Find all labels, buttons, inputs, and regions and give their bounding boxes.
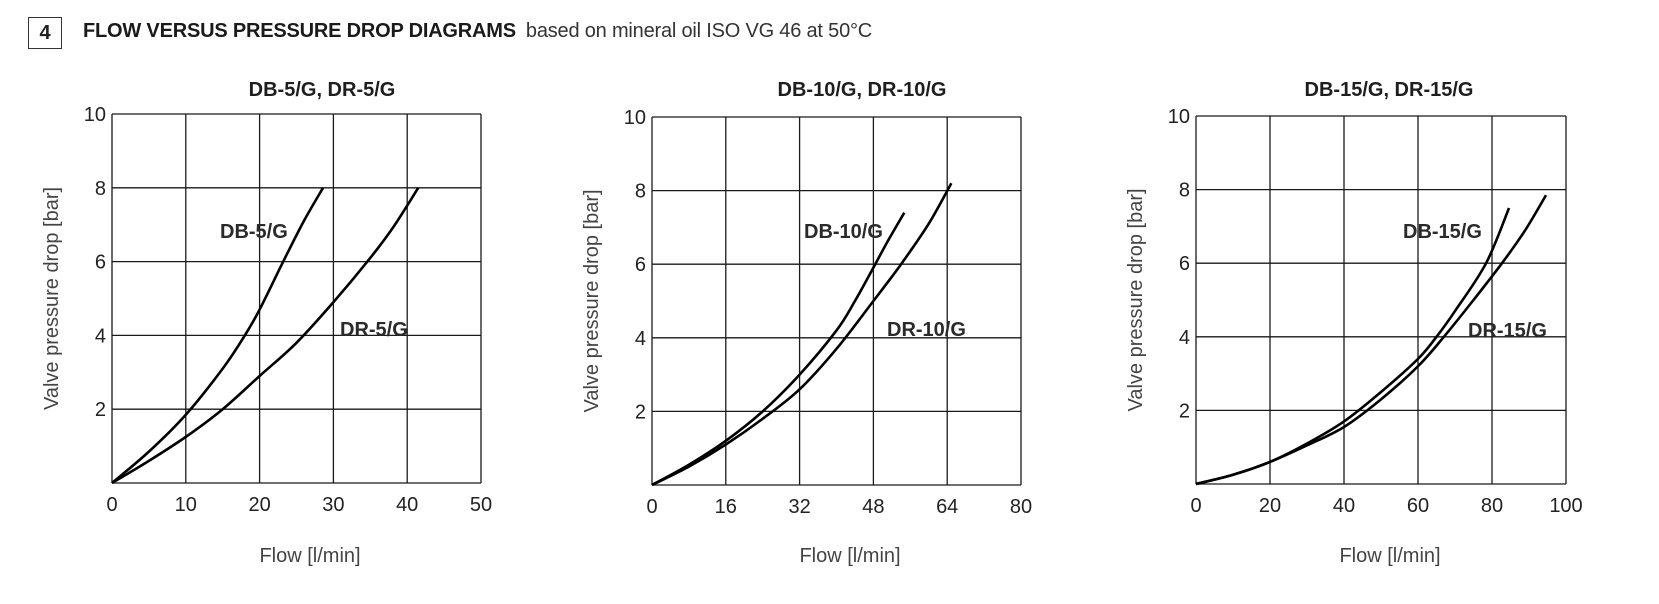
x-tick-label: 0 <box>1190 495 1201 517</box>
y-tick-label: 2 <box>1179 400 1190 422</box>
curve-dr-5-g <box>111 187 420 485</box>
y-tick-label: 8 <box>95 178 106 200</box>
chart-title: DB-10/G, DR-10/G <box>778 79 947 101</box>
curve-label: DR-10/G <box>887 319 966 341</box>
title-main: FLOW VERSUS PRESSURE DROP DIAGRAMS <box>83 20 516 42</box>
x-tick-label: 80 <box>1010 496 1032 518</box>
chart-title: DB-15/G, DR-15/G <box>1305 79 1474 101</box>
y-tick-label: 2 <box>635 401 646 423</box>
y-tick-label: 8 <box>1179 180 1190 202</box>
y-tick-label: 6 <box>1179 253 1190 275</box>
y-tick-label: 6 <box>95 252 106 274</box>
y-axis-label: Valve pressure drop [bar] <box>581 189 603 412</box>
y-tick-label: 4 <box>635 328 646 350</box>
x-tick-label: 10 <box>175 494 197 516</box>
title-subtitle: based on mineral oil ISO VG 46 at 50°C <box>525 20 873 42</box>
y-tick-label: 4 <box>1179 327 1190 349</box>
y-tick-label: 8 <box>635 181 646 203</box>
x-tick-label: 80 <box>1481 495 1503 517</box>
x-tick-label: 64 <box>936 496 958 518</box>
chart-2: DB-10/G, DR-10/G 0 16 32 48 64 80 2 4 6 8 10 Flow [l… <box>581 79 1032 567</box>
x-tick-label: 20 <box>1259 495 1281 517</box>
x-tick-label: 32 <box>788 496 810 518</box>
x-tick-label: 40 <box>396 494 418 516</box>
x-tick-label: 16 <box>715 496 737 518</box>
y-tick-label: 6 <box>635 254 646 276</box>
curve-label: DB-15/G <box>1403 221 1482 243</box>
x-tick-label: 20 <box>248 494 270 516</box>
x-tick-label: 0 <box>106 494 117 516</box>
y-tick-label: 4 <box>95 325 106 347</box>
x-tick-label: 50 <box>470 494 492 516</box>
x-tick-label: 0 <box>646 496 657 518</box>
x-axis-label: Flow [l/min] <box>259 545 360 567</box>
chart-3: DB-15/G, DR-15/G 0 20 40 60 80 100 2 4 6 8 10 Flow [… <box>1125 79 1583 567</box>
curve-label: DR-15/G <box>1468 320 1547 342</box>
section-number-badge: 4 <box>28 17 62 49</box>
page-title: FLOW VERSUS PRESSURE DROP DIAGRAMS based … <box>83 20 872 43</box>
y-tick-label: 10 <box>1168 106 1190 128</box>
curve-db-5-g <box>111 187 325 484</box>
curve-label: DR-5/G <box>340 319 408 341</box>
curve-dr-15-g <box>1195 194 1548 486</box>
y-tick-label: 10 <box>84 104 106 126</box>
y-tick-label: 10 <box>624 107 646 129</box>
chart-title: DB-5/G, DR-5/G <box>249 79 396 101</box>
x-tick-label: 30 <box>322 494 344 516</box>
curve-label: DB-5/G <box>220 221 288 243</box>
x-axis-label: Flow [l/min] <box>1339 545 1440 567</box>
curve-db-15-g <box>1195 207 1511 486</box>
curve-dr-10-g <box>651 182 953 487</box>
curve-label: DB-10/G <box>804 221 883 243</box>
x-tick-label: 40 <box>1333 495 1355 517</box>
x-tick-label: 48 <box>862 496 884 518</box>
y-axis-label: Valve pressure drop [bar] <box>1125 188 1147 411</box>
y-tick-label: 2 <box>95 399 106 421</box>
chart-1: DB-5/G, DR-5/G 0 10 20 30 40 50 2 4 6 8 10 Flow [l/m… <box>41 79 492 567</box>
x-tick-label: 60 <box>1407 495 1429 517</box>
curve-db-10-g <box>651 212 906 487</box>
x-tick-label: 100 <box>1549 495 1582 517</box>
y-axis-label: Valve pressure drop [bar] <box>41 187 63 410</box>
x-axis-label: Flow [l/min] <box>799 545 900 567</box>
